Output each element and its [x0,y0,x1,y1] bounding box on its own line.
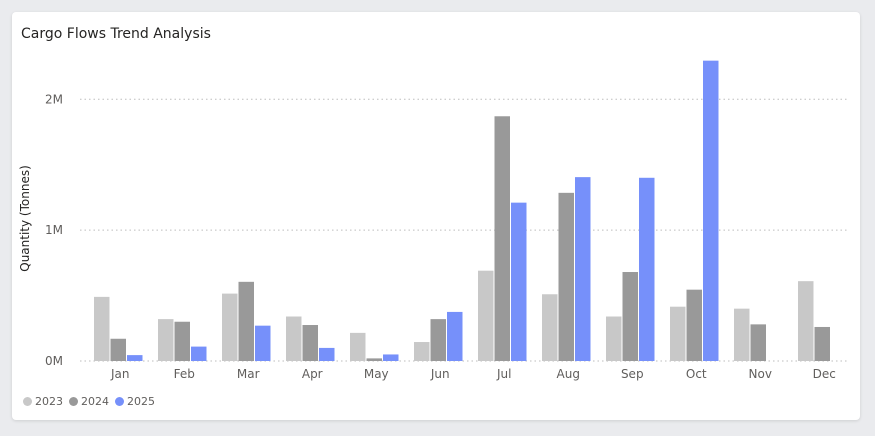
legend-item-2025[interactable]: 2025 [115,395,155,408]
x-tick-label: Nov [749,367,772,381]
bar-2023-sep [606,316,622,361]
bar-2023-apr [286,316,302,361]
legend-label: 2024 [81,395,109,408]
legend-label: 2025 [127,395,155,408]
y-tick-label: 2M [45,92,63,106]
bar-2023-jun [414,342,430,361]
x-tick-label: Jun [430,367,450,381]
x-tick-label: Sep [621,367,644,381]
bar-2023-aug [542,294,558,361]
legend-label: 2023 [35,395,63,408]
bar-2025-oct [703,60,719,361]
bar-2023-oct [670,306,686,361]
legend: 2023 2024 2025 [23,395,155,408]
bar-2025-may [383,354,399,361]
bar-2025-sep [639,177,655,361]
bar-2025-feb [191,346,207,361]
bar-2023-may [350,332,366,361]
bar-2024-nov [750,324,766,361]
x-tick-label: Apr [302,367,323,381]
legend-item-2024[interactable]: 2024 [69,395,109,408]
bar-2025-mar [255,325,271,361]
bar-2024-jun [430,319,446,361]
chart-card: Cargo Flows Trend Analysis 0M 1M 2M Quantit… [12,12,860,420]
bar-2025-jul [511,202,527,361]
legend-dot-icon [69,397,78,406]
bar-2023-feb [158,319,174,361]
bar-2023-nov [734,308,750,361]
legend-dot-icon [23,397,32,406]
bar-2024-sep [622,272,638,361]
x-tick-label: Jan [110,367,130,381]
y-axis-title: Quantity (Tonnes) [18,165,32,272]
y-tick-label: 0M [45,354,63,368]
bar-2024-may [366,358,382,361]
x-tick-label: Jul [496,367,511,381]
bar-2024-oct [686,289,702,361]
x-tick-label: Oct [686,367,707,381]
bar-2024-feb [174,321,190,361]
bar-2025-jan [127,355,143,361]
bar-2025-jun [447,311,463,361]
x-tick-label: Dec [813,367,836,381]
bar-2024-apr [302,325,318,361]
bar-2023-dec [798,281,814,361]
bar-2025-apr [319,347,335,361]
x-tick-label: Mar [237,367,260,381]
chart-title: Cargo Flows Trend Analysis [21,26,211,42]
bar-2025-aug [575,177,591,361]
bar-2023-jan [94,296,110,361]
y-tick-label: 1M [45,223,63,237]
bar-2024-aug [558,192,574,361]
x-tick-label: Feb [174,367,195,381]
x-tick-label: Aug [557,367,580,381]
bar-2024-jul [494,116,510,361]
x-tick-label: May [364,367,389,381]
legend-dot-icon [115,397,124,406]
bar-chart[interactable]: 0M 1M 2M Quantity (Tonnes) Jan Feb Mar Apr May Ju… [12,12,860,420]
bar-2023-mar [222,293,238,361]
bar-2024-dec [814,326,830,361]
bar-2024-mar [238,281,254,361]
bar-2023-jul [478,270,494,361]
bar-2024-jan [110,338,126,361]
legend-item-2023[interactable]: 2023 [23,395,63,408]
